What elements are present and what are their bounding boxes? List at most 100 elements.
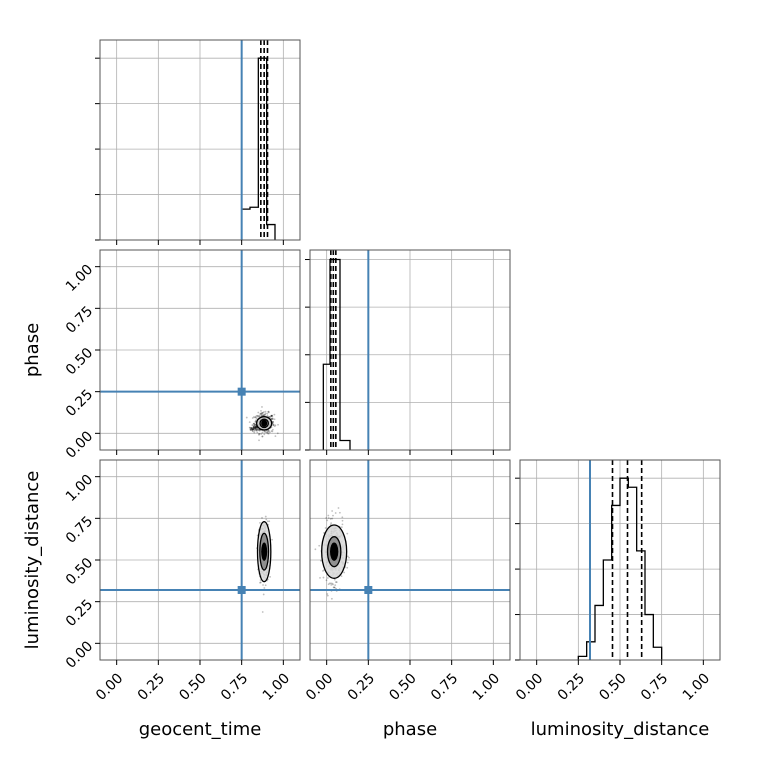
sample-point xyxy=(261,413,263,416)
sample-point xyxy=(250,427,253,429)
sample-point xyxy=(335,581,337,583)
x-tick-label: 1.00 xyxy=(680,670,713,703)
sample-point xyxy=(254,426,257,428)
sample-point xyxy=(272,421,275,424)
x-axis-label-luminosity_distance: luminosity_distance xyxy=(531,719,710,740)
sample-point xyxy=(254,428,257,431)
x-tick-label: 0.75 xyxy=(428,670,461,703)
sample-point xyxy=(329,517,332,520)
density-core xyxy=(330,542,339,561)
sample-point xyxy=(258,432,261,435)
sample-point xyxy=(250,427,253,429)
sample-point xyxy=(251,429,254,431)
sample-point xyxy=(268,411,270,414)
sample-point xyxy=(259,521,261,524)
sample-point xyxy=(254,427,257,430)
sample-point xyxy=(267,410,270,413)
sample-point xyxy=(254,426,256,429)
x-tick-label: 0.00 xyxy=(513,670,546,703)
sample-point xyxy=(254,425,257,428)
sample-point xyxy=(253,429,256,432)
sample-point xyxy=(264,584,267,587)
sample-point xyxy=(267,430,270,433)
sample-point xyxy=(255,429,258,432)
sample-point xyxy=(260,412,263,415)
sample-point xyxy=(273,418,276,421)
sample-point xyxy=(325,579,328,582)
sample-point xyxy=(276,432,279,435)
sample-point xyxy=(254,421,257,423)
sample-point xyxy=(253,423,256,426)
sample-point xyxy=(259,581,262,584)
sample-point xyxy=(254,420,257,423)
sample-point xyxy=(250,426,252,429)
sample-point xyxy=(253,428,256,431)
sample-point xyxy=(324,527,327,529)
sample-point xyxy=(263,433,266,436)
sample-point xyxy=(252,426,255,429)
sample-point xyxy=(326,519,329,522)
sample-point xyxy=(252,422,255,425)
histogram-phase xyxy=(322,258,351,450)
sample-point xyxy=(273,413,276,416)
sample-point xyxy=(318,544,321,547)
truth-marker xyxy=(237,387,246,396)
sample-point xyxy=(250,428,253,431)
sample-point xyxy=(259,412,262,415)
sample-point xyxy=(270,415,273,417)
sample-point xyxy=(331,582,334,585)
x-tick-label: 1.00 xyxy=(470,670,503,703)
sample-point xyxy=(271,414,274,417)
density-panel-geocent_time-phase xyxy=(95,249,301,455)
sample-point xyxy=(332,586,335,589)
sample-point xyxy=(261,517,263,519)
sample-point xyxy=(258,433,260,436)
sample-point xyxy=(348,556,350,559)
sample-point xyxy=(248,421,251,424)
density-core xyxy=(261,419,268,428)
sample-point xyxy=(250,427,253,430)
sample-point xyxy=(264,413,266,416)
y-tick-label: 1.00 xyxy=(63,472,96,505)
sample-point xyxy=(272,424,275,427)
sample-point xyxy=(245,416,248,419)
sample-point xyxy=(333,586,336,589)
sample-point xyxy=(266,412,269,415)
sample-point xyxy=(262,411,264,414)
sample-point xyxy=(271,415,274,418)
sample-point xyxy=(255,428,258,431)
sample-point xyxy=(332,514,334,517)
sample-point xyxy=(262,584,264,586)
x-tick-label: 0.00 xyxy=(93,670,126,703)
sample-point xyxy=(257,415,260,418)
sample-point xyxy=(326,594,329,597)
sample-point xyxy=(272,418,274,420)
sample-point xyxy=(257,429,260,431)
sample-point xyxy=(266,431,269,434)
y-tick-label: 0.50 xyxy=(63,555,96,588)
sample-point xyxy=(270,417,273,420)
sample-point xyxy=(327,583,330,586)
sample-point xyxy=(266,432,269,435)
sample-point xyxy=(251,424,254,427)
sample-point xyxy=(256,427,259,430)
sample-point xyxy=(330,583,333,586)
sample-point xyxy=(265,518,268,521)
sample-point xyxy=(251,427,254,430)
y-tick-label: 1.00 xyxy=(63,262,96,295)
sample-point xyxy=(335,581,338,584)
sample-point xyxy=(255,428,258,430)
x-tick-label: 0.75 xyxy=(218,670,251,703)
sample-point xyxy=(252,425,255,427)
sample-point xyxy=(330,597,333,600)
sample-point xyxy=(261,406,263,408)
sample-point xyxy=(272,420,274,423)
sample-point xyxy=(249,428,252,431)
sample-point xyxy=(333,578,336,581)
sample-point xyxy=(263,587,266,589)
sample-point xyxy=(262,411,265,413)
sample-point xyxy=(264,515,267,518)
sample-point xyxy=(319,576,321,579)
sample-point xyxy=(327,517,330,519)
